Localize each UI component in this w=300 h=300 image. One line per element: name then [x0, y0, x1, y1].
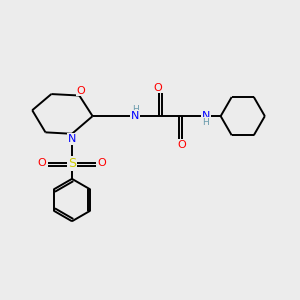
Text: H: H [202, 118, 209, 127]
Text: N: N [202, 111, 210, 121]
Text: N: N [131, 111, 140, 121]
Text: H: H [132, 105, 139, 114]
Text: N: N [68, 134, 76, 144]
Text: O: O [154, 82, 163, 93]
Text: S: S [68, 157, 76, 170]
Text: O: O [38, 158, 46, 168]
Text: O: O [98, 158, 106, 168]
Text: O: O [76, 85, 85, 95]
Text: O: O [177, 140, 186, 150]
